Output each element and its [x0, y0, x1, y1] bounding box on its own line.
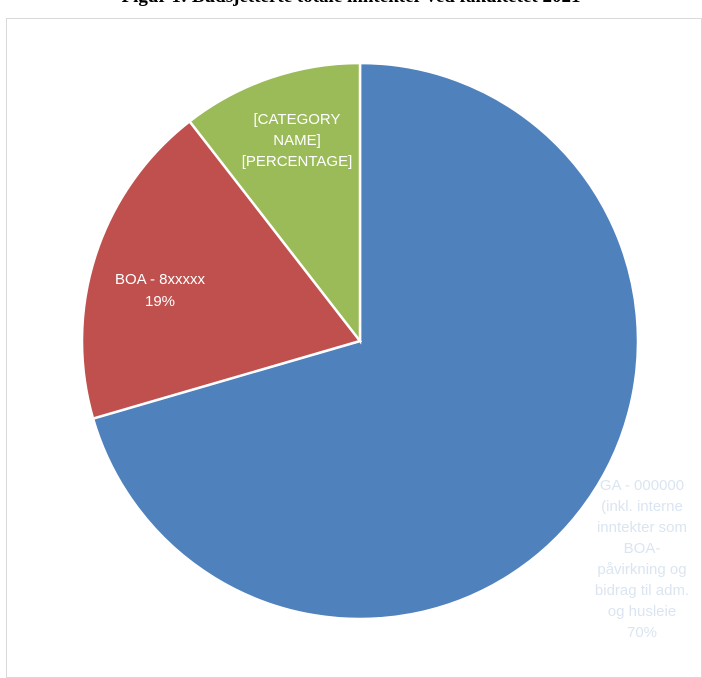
slice-ga — [91, 61, 640, 621]
data-label-line: og husleie — [608, 603, 676, 620]
slice-ga-label: GA - 000000 (inkl. interne inntekter som BO… — [595, 477, 689, 641]
data-label-line: påvirkning og — [597, 561, 686, 578]
data-label-line: 70% — [627, 624, 657, 641]
data-label-line: bidrag til adm. — [595, 582, 689, 599]
slice-boa — [80, 119, 363, 421]
data-label-line: inntekter som — [597, 519, 687, 536]
data-label-line: (inkl. interne — [601, 498, 683, 515]
slice-boa-label: BOA - 8xxxxx 19% — [115, 271, 206, 310]
data-label-line: BOA- — [624, 540, 661, 557]
data-label-line: 19% — [145, 293, 175, 310]
slice-category-label: [CATEGORY NAME] [PERCENTAGE] — [242, 111, 353, 170]
data-label-line: GA - 000000 — [600, 477, 684, 494]
data-label-line: [CATEGORY — [254, 111, 341, 128]
data-label-line: BOA - 8xxxxx — [115, 271, 206, 288]
data-label-line: NAME] — [273, 132, 321, 149]
slice-category — [187, 61, 362, 345]
chart-title: Figur 1: Budsjetterte totale inntekter v… — [0, 0, 702, 8]
data-label-line: [PERCENTAGE] — [242, 153, 353, 170]
